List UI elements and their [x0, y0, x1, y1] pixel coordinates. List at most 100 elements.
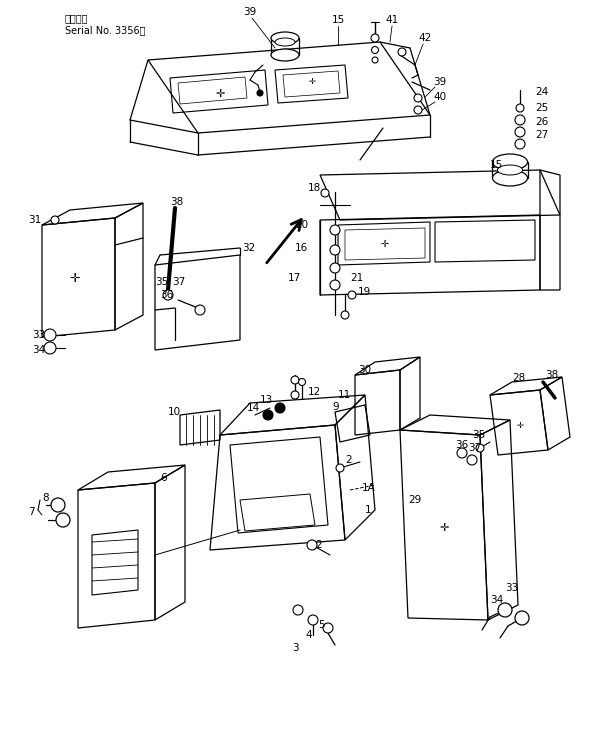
Text: 40: 40 [433, 92, 446, 102]
Text: 25: 25 [535, 103, 548, 113]
Circle shape [414, 106, 422, 114]
Text: 33: 33 [505, 583, 518, 593]
Circle shape [330, 263, 340, 273]
Circle shape [298, 379, 305, 385]
Text: 39: 39 [243, 7, 256, 17]
Circle shape [291, 391, 299, 399]
Text: 13: 13 [260, 395, 273, 405]
Circle shape [275, 403, 285, 413]
Text: 32: 32 [242, 243, 255, 253]
Text: 適用号機: 適用号機 [65, 13, 89, 23]
Circle shape [515, 127, 525, 137]
Text: 33: 33 [32, 330, 46, 340]
Text: 9: 9 [332, 402, 338, 412]
Text: 3: 3 [292, 643, 299, 653]
Text: 21: 21 [350, 273, 363, 283]
Text: 15: 15 [331, 15, 344, 25]
Text: ✛: ✛ [439, 523, 449, 533]
Circle shape [467, 455, 477, 465]
Text: 38: 38 [170, 197, 183, 207]
Text: ✛: ✛ [381, 239, 389, 249]
Text: ✛: ✛ [308, 78, 316, 87]
Text: 35: 35 [155, 277, 168, 287]
Text: 1A: 1A [362, 483, 376, 493]
Text: 15: 15 [490, 160, 503, 170]
Ellipse shape [492, 154, 528, 170]
Text: 31: 31 [28, 215, 41, 225]
Text: 34: 34 [32, 345, 46, 355]
Circle shape [515, 115, 525, 125]
Text: 17: 17 [288, 273, 301, 283]
Text: 2: 2 [345, 455, 352, 465]
Text: 14: 14 [247, 403, 260, 413]
Text: 12: 12 [308, 387, 321, 397]
Circle shape [307, 540, 317, 550]
Circle shape [414, 94, 422, 102]
Circle shape [330, 280, 340, 290]
Circle shape [457, 448, 467, 458]
Text: 30: 30 [358, 365, 371, 375]
Circle shape [263, 410, 273, 420]
Ellipse shape [492, 170, 528, 186]
Text: 37: 37 [172, 277, 185, 287]
Circle shape [291, 376, 299, 384]
Ellipse shape [275, 38, 295, 46]
Text: 28: 28 [512, 373, 525, 383]
Ellipse shape [271, 49, 299, 61]
Text: 36: 36 [160, 290, 173, 300]
Circle shape [498, 603, 512, 617]
Circle shape [308, 615, 318, 625]
Circle shape [44, 329, 56, 341]
Text: 20: 20 [295, 220, 308, 230]
Text: ✛: ✛ [69, 271, 80, 285]
Text: 37: 37 [468, 443, 481, 453]
Text: 29: 29 [408, 495, 421, 505]
Text: 10: 10 [168, 407, 181, 417]
Text: 27: 27 [535, 130, 548, 140]
Text: 4: 4 [305, 630, 311, 640]
Circle shape [44, 342, 56, 354]
Circle shape [398, 48, 406, 56]
Circle shape [348, 291, 356, 299]
Text: 6: 6 [160, 473, 167, 483]
Text: 41: 41 [385, 15, 398, 25]
Circle shape [516, 104, 524, 112]
Circle shape [195, 305, 205, 315]
Text: 16: 16 [295, 243, 308, 253]
Text: ✛: ✛ [516, 421, 524, 430]
Text: 26: 26 [535, 117, 548, 127]
Text: 8: 8 [42, 493, 49, 503]
Text: 24: 24 [535, 87, 548, 97]
Circle shape [372, 57, 378, 63]
Circle shape [163, 290, 173, 300]
Circle shape [336, 464, 344, 472]
Circle shape [51, 216, 59, 224]
Text: 39: 39 [433, 77, 446, 87]
Circle shape [293, 605, 303, 615]
Circle shape [321, 189, 329, 197]
Circle shape [323, 623, 333, 633]
Circle shape [330, 225, 340, 235]
Ellipse shape [498, 165, 522, 175]
Text: 36: 36 [455, 440, 468, 450]
Circle shape [515, 611, 529, 625]
Text: 2: 2 [315, 540, 322, 550]
Ellipse shape [271, 32, 299, 44]
Text: ✛: ✛ [215, 89, 225, 99]
Circle shape [515, 139, 525, 149]
Text: Serial No. 3356～: Serial No. 3356～ [65, 25, 146, 35]
Circle shape [330, 245, 340, 255]
Circle shape [341, 311, 349, 319]
Text: 42: 42 [418, 33, 431, 43]
Circle shape [371, 34, 379, 42]
Circle shape [257, 90, 263, 96]
Text: 11: 11 [338, 390, 351, 400]
Circle shape [51, 498, 65, 512]
Text: 19: 19 [358, 287, 371, 297]
Text: 38: 38 [545, 370, 558, 380]
Circle shape [56, 513, 70, 527]
Circle shape [476, 444, 484, 452]
Text: 18: 18 [308, 183, 321, 193]
Text: 34: 34 [490, 595, 503, 605]
Circle shape [371, 46, 379, 54]
